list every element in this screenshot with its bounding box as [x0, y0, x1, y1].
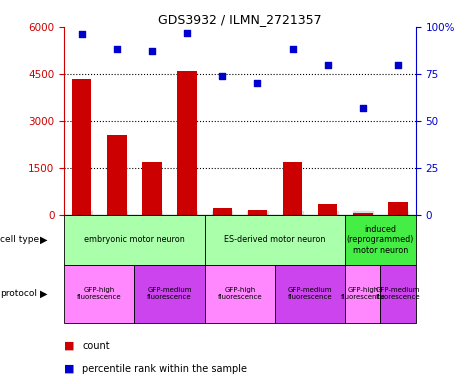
- Point: [148, 48, 156, 55]
- Text: ▶: ▶: [40, 235, 48, 245]
- Point: [359, 105, 367, 111]
- Bar: [353, 212, 372, 215]
- FancyBboxPatch shape: [134, 265, 205, 323]
- Text: protocol: protocol: [0, 289, 38, 298]
- Bar: [178, 71, 197, 215]
- Point: [254, 80, 261, 86]
- Text: GFP-medium
fluorescence: GFP-medium fluorescence: [147, 287, 192, 300]
- Text: count: count: [82, 341, 110, 351]
- Text: GFP-high
fluorescence: GFP-high fluorescence: [218, 287, 262, 300]
- Point: [324, 61, 332, 68]
- FancyBboxPatch shape: [345, 265, 380, 323]
- FancyBboxPatch shape: [64, 215, 205, 265]
- Bar: [142, 162, 162, 215]
- Bar: [213, 208, 232, 215]
- Point: [183, 30, 191, 36]
- Point: [78, 31, 86, 38]
- Text: ▶: ▶: [40, 289, 48, 299]
- Text: GFP-high
fluorescence: GFP-high fluorescence: [77, 287, 122, 300]
- Text: ■: ■: [64, 364, 75, 374]
- Point: [113, 46, 121, 53]
- FancyBboxPatch shape: [275, 265, 345, 323]
- Text: GFP-medium
fluorescence: GFP-medium fluorescence: [288, 287, 332, 300]
- Text: percentile rank within the sample: percentile rank within the sample: [82, 364, 247, 374]
- FancyBboxPatch shape: [205, 215, 345, 265]
- Point: [218, 73, 226, 79]
- Bar: [107, 135, 126, 215]
- Bar: [72, 79, 91, 215]
- Text: embryonic motor neuron: embryonic motor neuron: [84, 235, 185, 245]
- Text: ■: ■: [64, 341, 75, 351]
- Bar: [283, 162, 302, 215]
- Text: induced
(reprogrammed)
motor neuron: induced (reprogrammed) motor neuron: [347, 225, 414, 255]
- Text: ES-derived motor neuron: ES-derived motor neuron: [224, 235, 326, 245]
- FancyBboxPatch shape: [380, 265, 416, 323]
- Text: GFP-medium
fluorescence: GFP-medium fluorescence: [376, 287, 420, 300]
- Title: GDS3932 / ILMN_2721357: GDS3932 / ILMN_2721357: [158, 13, 322, 26]
- Point: [289, 46, 296, 53]
- Text: cell type: cell type: [0, 235, 39, 245]
- Bar: [318, 204, 337, 215]
- Bar: [389, 202, 408, 215]
- Bar: [248, 210, 267, 215]
- Text: GFP-high
fluorescence: GFP-high fluorescence: [341, 287, 385, 300]
- FancyBboxPatch shape: [64, 265, 134, 323]
- FancyBboxPatch shape: [345, 215, 416, 265]
- FancyBboxPatch shape: [205, 265, 275, 323]
- Point: [394, 61, 402, 68]
